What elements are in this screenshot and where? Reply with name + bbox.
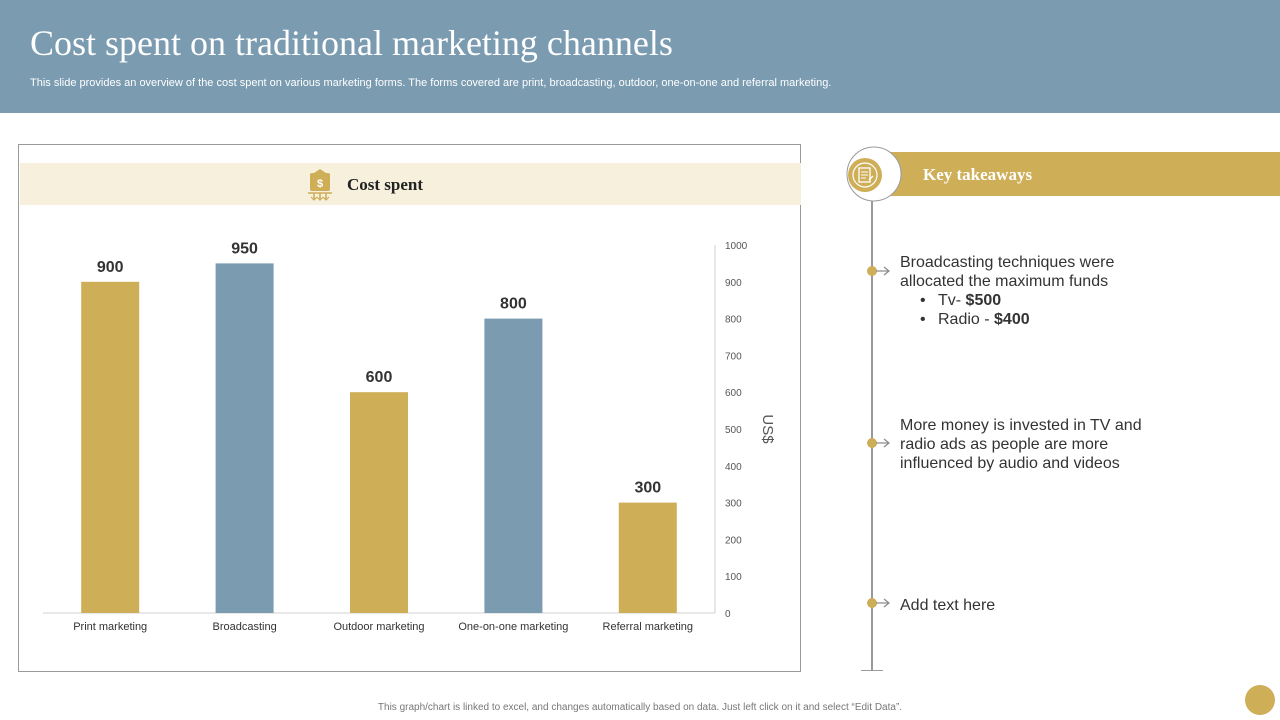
x-tick-label: Referral marketing xyxy=(603,621,693,633)
x-tick-label: Print marketing xyxy=(73,621,147,633)
y-tick-label: 700 xyxy=(725,351,742,362)
takeaway-item-3: Add text here xyxy=(900,597,996,614)
chart-heading: Cost spent xyxy=(347,175,424,194)
bar-2 xyxy=(215,263,274,613)
takeaway-bullet: Radio - $400 xyxy=(920,310,1180,329)
y-tick-label: 500 xyxy=(725,425,742,436)
takeaway-item-2: More money is invested in TV and radio a… xyxy=(900,417,1142,472)
svg-text:$: $ xyxy=(317,178,323,190)
y-tick-label: 600 xyxy=(725,388,742,399)
x-tick-label: Broadcasting xyxy=(212,621,276,633)
bar-1 xyxy=(81,281,140,613)
y-axis-title: US$ xyxy=(759,414,776,444)
y-tick-label: 100 xyxy=(725,572,742,583)
page-title: Cost spent on traditional marketing chan… xyxy=(30,23,673,63)
chart-panel[interactable]: $ Cost spent 0 100 200 300 400 500 600 700 800 90… xyxy=(18,144,801,672)
y-tick-label: 300 xyxy=(725,499,742,510)
takeaway-text: Broadcasting techniques were allocated t… xyxy=(900,254,1115,290)
chart-heading-bar: $ Cost spent xyxy=(20,163,801,205)
bar-5 xyxy=(618,502,677,613)
data-label: 300 xyxy=(634,480,661,497)
y-tick-label: 1000 xyxy=(725,241,748,252)
y-tick-label: 800 xyxy=(725,315,742,326)
y-tick-label: 400 xyxy=(725,462,742,473)
timeline-marker-3 xyxy=(867,598,890,608)
bullet-value: $500 xyxy=(965,292,1002,309)
timeline-base xyxy=(861,670,883,671)
y-tick-label: 200 xyxy=(725,535,742,546)
header-bar: Cost spent on traditional marketing chan… xyxy=(0,0,1280,113)
x-tick-label: One-on-one marketing xyxy=(458,621,568,633)
page-subtitle: This slide provides an overview of the c… xyxy=(30,77,832,89)
timeline-line xyxy=(871,200,873,670)
data-label: 800 xyxy=(500,296,527,313)
data-label: 950 xyxy=(231,240,258,257)
bullet-label: Tv- xyxy=(938,292,966,309)
x-tick-label: Outdoor marketing xyxy=(333,621,424,633)
data-label: 900 xyxy=(97,259,124,276)
bullet-label: Radio - xyxy=(938,311,995,328)
y-tick-label: 900 xyxy=(725,278,742,289)
document-icon xyxy=(846,146,902,202)
footer-note: This graph/chart is linked to excel, and… xyxy=(377,702,903,713)
bullet-value: $400 xyxy=(994,311,1030,328)
takeaway-bullets: Tv- $500 Radio - $400 xyxy=(920,291,1180,329)
takeaways-heading: Key takeaways xyxy=(923,165,1033,184)
timeline-marker-2 xyxy=(867,438,890,448)
y-tick-label: 0 xyxy=(725,609,731,620)
corner-decoration xyxy=(1245,685,1275,715)
takeaway-bullet: Tv- $500 xyxy=(920,291,1180,310)
timeline-marker-1 xyxy=(867,266,890,276)
bar-4 xyxy=(484,318,543,613)
bar-3 xyxy=(350,392,408,613)
money-hand-icon: $ xyxy=(308,169,332,201)
takeaways-banner xyxy=(872,152,1280,196)
takeaway-item-1: Broadcasting techniques were allocated t… xyxy=(900,253,1180,329)
data-label: 600 xyxy=(366,369,393,386)
bar-chart: 0 100 200 300 400 500 600 700 800 900 1000 US$ 900 Pr… xyxy=(43,240,776,633)
